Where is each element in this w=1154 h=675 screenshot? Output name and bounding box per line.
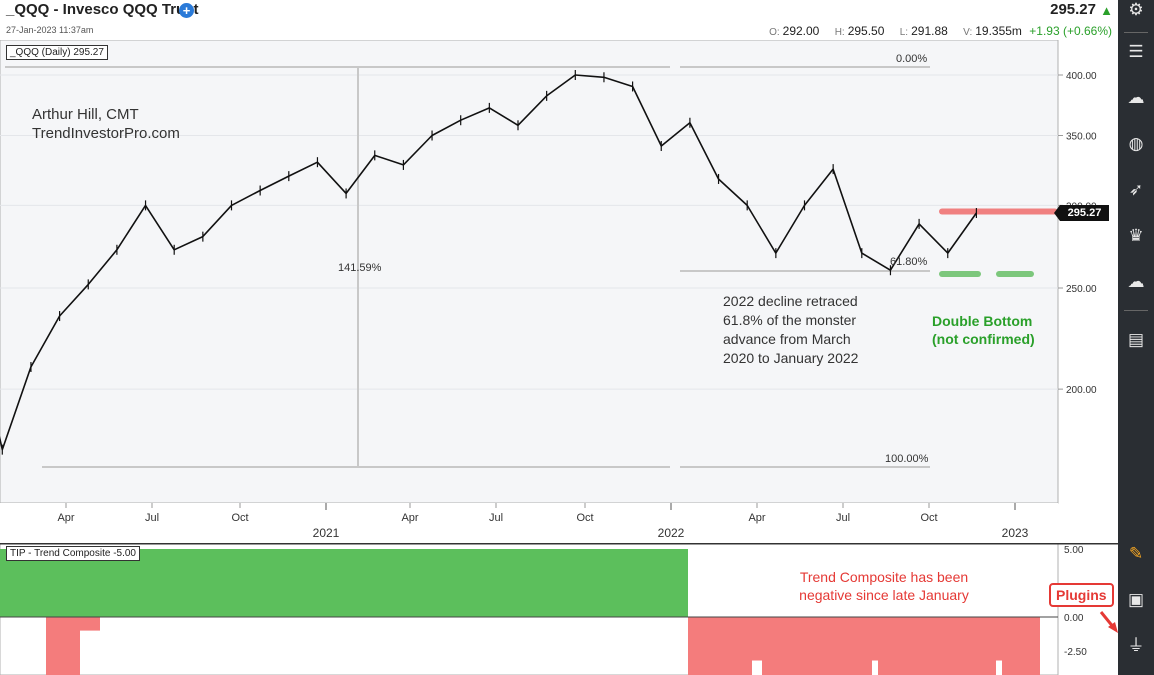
author-name: Arthur Hill, CMT [32, 106, 139, 123]
trend-gap-2 [996, 660, 1002, 675]
x-tick-label-8: Oct [920, 512, 937, 524]
ind-y-tick-label-2: -2.50 [1064, 647, 1087, 658]
x-tick-label-7: Jul [836, 512, 850, 524]
change-value: +1.93 (+0.66%) [1029, 24, 1112, 38]
trend-gap-1 [872, 660, 878, 675]
x-tick-label-2: Oct [231, 512, 248, 524]
year-label-1: 2022 [658, 526, 685, 540]
double-bottom-note: (not confirmed) [932, 331, 1035, 347]
y-tick-label-3: 250.00 [1066, 284, 1097, 295]
year-label-0: 2021 [313, 526, 340, 540]
timestamp: 27-Jan-2023 11:37am [6, 25, 94, 35]
advance-percent-label: 141.59% [338, 262, 382, 274]
rocket-icon[interactable]: ➶ [1128, 180, 1144, 199]
ohlc-readout: O: 292.00 H: 295.50 L: 291.88 V: 19.355m +1.… [769, 24, 1112, 38]
price-legend-tag: _QQQ (Daily) 295.27 [6, 45, 108, 60]
x-tick-label-3: Apr [401, 512, 418, 524]
open-value: 292.00 [782, 24, 820, 38]
x-tick-label-4: Jul [489, 512, 503, 524]
triangle-up-icon: ▲ [1100, 3, 1113, 18]
trend-gap-0 [752, 660, 762, 675]
symbol-title: _QQQ - Invesco QQQ Trust [6, 1, 199, 18]
trend-segment-4 [688, 617, 1040, 675]
year-label-2: 2023 [1002, 526, 1029, 540]
y-tick-label-0: 400.00 [1066, 71, 1097, 82]
indicator-legend-tag: TIP - Trend Composite -5.00 [6, 546, 140, 561]
trophy-icon[interactable]: ♛ [1128, 226, 1144, 245]
user-settings-icon[interactable]: ⚙ [1128, 0, 1144, 19]
right-toolbar: ⚙ ☰ ☁ ◍ ➶ ♛ ☁ ▤ ✎ ▣ ⏚ [1118, 0, 1154, 675]
author-site: TrendInvestorPro.com [32, 125, 180, 142]
trend-annotation-line2: negative since late January [799, 587, 969, 603]
y-tick-label-4: 200.00 [1066, 385, 1097, 396]
sliders-icon[interactable]: ☰ [1128, 42, 1144, 61]
fib-label-100: 100.00% [885, 453, 929, 465]
high-value: 295.50 [847, 24, 885, 38]
last-price: 295.27 [1050, 1, 1096, 18]
trend-annotation-line1: Trend Composite has been [799, 569, 969, 585]
invoice-icon[interactable]: ▤ [1127, 330, 1145, 349]
trend-segment-0 [46, 617, 80, 675]
last-value-tag: 295.27 [1054, 205, 1109, 221]
x-tick-label-5: Oct [576, 512, 593, 524]
x-tick-label-6: Apr [748, 512, 765, 524]
ind-y-tick-label-1: 0.00 [1064, 613, 1084, 624]
chart-header: _QQQ - Invesco QQQ Trust + 27-Jan-2023 1… [0, 0, 1118, 40]
plus-circle-icon[interactable]: + [179, 3, 194, 18]
low-value: 291.88 [911, 24, 948, 38]
cloud-sync-icon[interactable]: ☁ [1127, 88, 1145, 107]
x-tick-label-1: Jul [145, 512, 159, 524]
double-bottom-title: Double Bottom [932, 313, 1033, 329]
tv-icon[interactable]: ▣ [1127, 590, 1145, 609]
brush-icon[interactable]: ✎ [1128, 544, 1144, 563]
plugins-callout: Plugins [1049, 583, 1114, 607]
fib-label-0: 0.00% [896, 53, 928, 65]
y-tick-label-1: 350.00 [1066, 132, 1097, 143]
volume-value: 19.355m [975, 24, 1022, 38]
retrace-annotation: 2022 decline retraced 61.8% of the monst… [723, 293, 859, 366]
trend-composite-chart: 5.00 0.00 -2.50 [0, 543, 1118, 675]
trend-segment-1 [80, 617, 100, 631]
x-tick-label-0: Apr [57, 512, 74, 524]
ind-y-tick-label-0: 5.00 [1064, 545, 1084, 556]
globe-icon[interactable]: ◍ [1128, 134, 1144, 153]
plug-icon[interactable]: ⏚ [1127, 636, 1145, 655]
cloud-icon[interactable]: ☁ [1127, 272, 1145, 291]
callout-arrow [1099, 611, 1118, 633]
fib-label-618: 61.80% [890, 256, 928, 268]
